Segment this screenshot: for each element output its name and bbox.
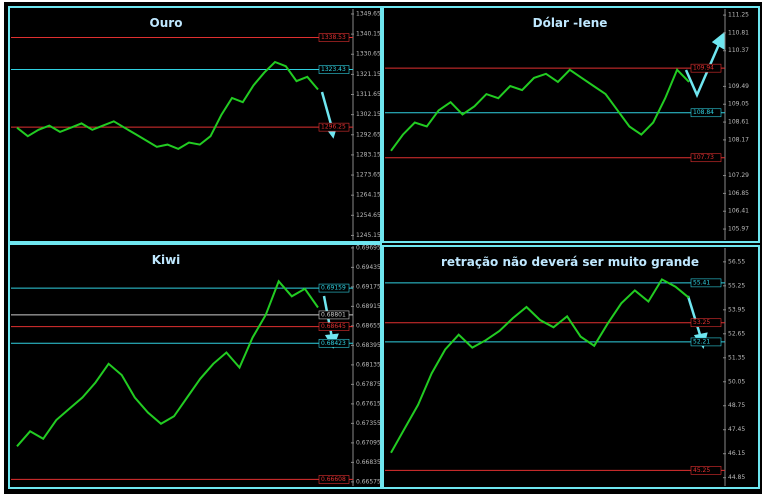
level-tag — [690, 153, 722, 163]
y-tick-label: 0.68915 — [356, 303, 381, 310]
y-tick-label: 0.69435 — [356, 264, 381, 271]
level-tag — [690, 337, 722, 347]
level-tag — [690, 318, 722, 328]
y-tick-label: 1273.65 — [356, 172, 381, 179]
y-tick-label: 0.67875 — [356, 381, 381, 388]
level-tag — [318, 322, 350, 331]
y-tick-label: 53.95 — [728, 306, 745, 313]
y-tick-label: 1264.15 — [356, 192, 381, 199]
level-tag — [318, 122, 350, 132]
y-tick-label: 109.49 — [728, 83, 749, 90]
y-tick-label: 110.81 — [728, 29, 749, 36]
level-tag — [690, 108, 722, 118]
level-tag — [318, 338, 350, 348]
panel-title: Dólar -Iene — [533, 16, 608, 30]
y-tick-label: 0.69175 — [356, 283, 381, 290]
y-tick-label: 109.05 — [728, 101, 749, 108]
level-label: 0.66608 — [321, 476, 346, 483]
y-tick-label: 111.25 — [728, 12, 749, 19]
panel-title: Ouro — [150, 16, 183, 30]
y-tick-label: 52.65 — [728, 330, 745, 337]
level-tag — [318, 310, 350, 320]
panel-title: retração não deverá ser muito grande — [441, 255, 699, 269]
y-tick-label: 1245.15 — [356, 232, 381, 239]
y-tick-label: 1292.65 — [356, 131, 381, 138]
level-label: 45.25 — [693, 467, 710, 474]
level-tag — [318, 65, 350, 74]
y-tick-label: 1349.65 — [356, 10, 381, 17]
level-tag — [318, 33, 350, 42]
price-line — [390, 68, 690, 152]
y-tick-label: 55.25 — [728, 282, 745, 289]
y-tick-label: 47.45 — [728, 426, 745, 433]
y-tick-label: 0.68655 — [356, 322, 381, 329]
y-tick-label: 107.29 — [728, 172, 749, 179]
y-tick-label: 44.85 — [728, 474, 745, 481]
y-tick-label: 106.41 — [728, 208, 749, 215]
level-label: 1296.25 — [321, 124, 346, 131]
y-tick-label: 0.66575 — [356, 478, 381, 485]
panel-title: Kiwi — [152, 253, 181, 267]
level-label: 0.68645 — [321, 323, 346, 330]
level-label: 1338.53 — [321, 34, 346, 41]
level-tag — [690, 466, 722, 475]
level-label: 109.94 — [693, 65, 714, 72]
level-tag — [690, 278, 722, 288]
y-tick-label: 0.67355 — [356, 420, 381, 427]
y-tick-label: 51.35 — [728, 354, 745, 361]
y-tick-label: 0.68395 — [356, 342, 381, 349]
price-line — [390, 278, 690, 454]
y-tick-label: 1302.15 — [356, 111, 381, 118]
y-tick-label: 108.17 — [728, 136, 749, 143]
level-tag — [318, 475, 350, 484]
level-label: 107.73 — [693, 154, 714, 161]
level-label: 52.21 — [693, 338, 710, 345]
y-tick-label: 1330.65 — [356, 51, 381, 58]
y-tick-label: 105.97 — [728, 226, 749, 233]
y-tick-label: 48.75 — [728, 402, 745, 409]
y-tick-label: 1254.65 — [356, 212, 381, 219]
level-label: 0.68423 — [321, 340, 346, 347]
y-tick-label: 50.05 — [728, 378, 745, 385]
y-tick-label: 0.68135 — [356, 361, 381, 368]
level-label: 0.69159 — [321, 285, 346, 292]
frames — [8, 6, 760, 489]
level-label: 0.68801 — [321, 311, 346, 318]
level-label: 1323.43 — [321, 66, 346, 73]
level-tag — [690, 63, 722, 73]
y-tick-label: 1311.65 — [356, 91, 381, 98]
price-line — [16, 60, 319, 151]
y-tick-label: 1321.15 — [356, 71, 381, 78]
y-tick-label: 1340.15 — [356, 31, 381, 38]
y-tick-label: 1283.15 — [356, 151, 381, 158]
y-tick-label: 0.66835 — [356, 459, 381, 466]
level-label: 53.25 — [693, 319, 710, 326]
level-label: 55.41 — [693, 279, 710, 286]
y-tick-label: 56.55 — [728, 258, 745, 265]
level-tag — [318, 283, 350, 293]
level-label: 108.84 — [693, 109, 714, 116]
plots: 1349.65 1340.15 1330.65 1321.15 1311.65 1302.… — [11, 9, 749, 486]
y-tick-label: 0.67095 — [356, 439, 381, 446]
y-tick-label: 110.37 — [728, 47, 749, 54]
y-tick-label: 0.69695 — [356, 244, 381, 251]
y-tick-label: 46.15 — [728, 450, 745, 457]
y-tick-label: 108.61 — [728, 119, 749, 126]
y-tick-label: 106.85 — [728, 190, 749, 197]
price-line — [16, 279, 319, 447]
y-tick-label: 0.67615 — [356, 400, 381, 407]
